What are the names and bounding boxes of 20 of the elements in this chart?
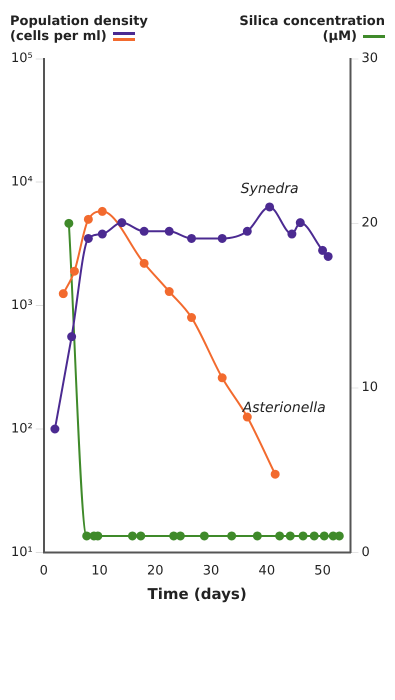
x-tick-label: 0 — [40, 564, 48, 579]
y-tick-label: 10⁴ — [10, 174, 33, 190]
y2-tick-label: 20 — [361, 216, 378, 231]
y2-tick-label: 0 — [361, 544, 370, 560]
y-tick-label: 10¹ — [10, 544, 33, 560]
x-axis-title: Time (days) — [147, 584, 247, 603]
y2-axis-title: Silica concentration (μM) — [239, 14, 385, 44]
x-tick-label: 10 — [91, 564, 108, 579]
y2-tick-label: 10 — [361, 380, 378, 396]
y2-tick-label: 30 — [361, 51, 378, 66]
series-label: Synedra — [240, 180, 299, 197]
x-tick-label: 20 — [147, 564, 164, 579]
y-tick-label: 10² — [10, 421, 33, 436]
x-tick-label: 30 — [202, 564, 220, 579]
series-label: Asterionella — [242, 400, 326, 416]
y-axis-title: Population density (cells per ml) — [10, 14, 148, 44]
y-tick-label: 10³ — [10, 298, 33, 313]
x-tick-label: 50 — [314, 564, 331, 579]
x-tick-label: 40 — [258, 564, 276, 579]
y-tick-label: 10⁵ — [10, 51, 33, 66]
